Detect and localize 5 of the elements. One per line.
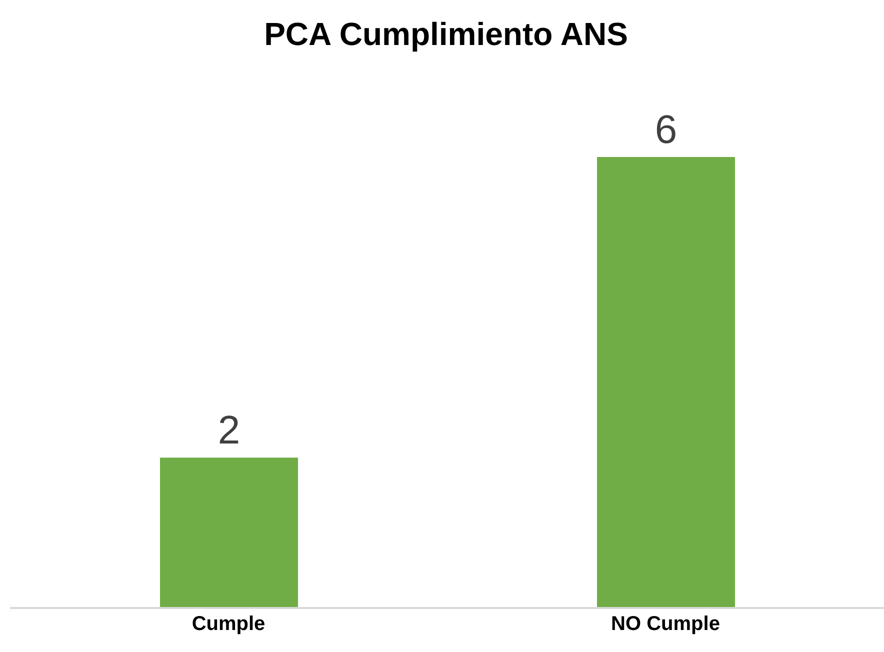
chart-title: PCA Cumplimiento ANS — [263, 16, 629, 53]
data-label: 2 — [218, 408, 240, 453]
data-label: 6 — [654, 108, 678, 152]
x-tick-label: NO Cumple — [611, 613, 720, 636]
x-tick-label: Cumple — [192, 613, 266, 636]
